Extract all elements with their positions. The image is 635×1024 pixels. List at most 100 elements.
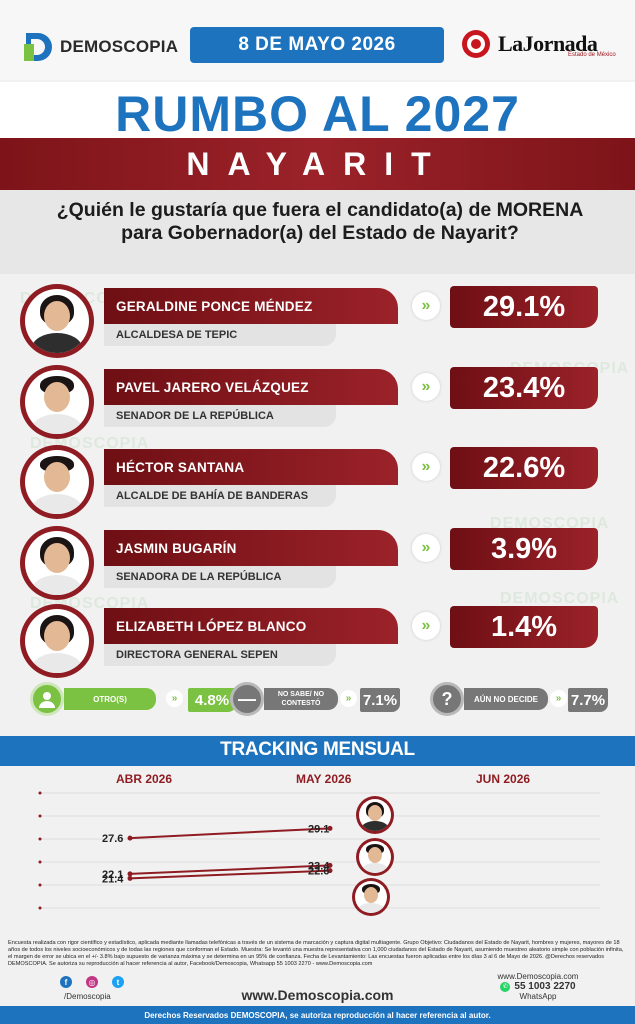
candidate-thumb (352, 878, 390, 916)
candidate-percentage: 23.4% (450, 367, 598, 409)
candidate-percentage: 3.9% (450, 528, 598, 570)
candidate-row: GERALDINE PONCE MÉNDEZ ALCALDESA DE TEPI… (0, 282, 635, 362)
partner-subtitle: Estado de México (568, 52, 616, 58)
lajornada-sun-icon (462, 30, 490, 58)
other-option: ? AÚN NO DECIDE » 7.7% (430, 682, 610, 716)
candidate-photo (20, 445, 94, 519)
user-icon (30, 682, 64, 716)
candidate-name: PAVEL JARERO VELÁZQUEZ (104, 369, 398, 405)
y-tick-mark (38, 860, 42, 864)
partner-name: LaJornada (498, 31, 598, 56)
data-point (127, 871, 133, 877)
chevron-right-icon: » (550, 690, 567, 707)
contact-block: www.Demoscopia.com ✆ 55 1003 2270 WhatsA… (488, 972, 588, 1002)
candidate-role: SENADORA DE LA REPÚBLICA (104, 566, 336, 588)
candidate-photo (20, 284, 94, 358)
candidate-role: ALCALDE DE BAHÍA DE BANDERAS (104, 485, 336, 507)
data-point (127, 875, 133, 881)
website-link[interactable]: www.Demoscopia.com (241, 987, 394, 1003)
option-label: AÚN NO DECIDE (464, 688, 548, 710)
candidate-row: PAVEL JARERO VELÁZQUEZ SENADOR DE LA REP… (0, 363, 635, 443)
other-option: — NO SABE/ NO CONTESTÓ » 7.1% (230, 682, 410, 716)
candidate-name: JASMIN BUGARÍN (104, 530, 398, 566)
chevron-right-icon: » (412, 534, 440, 562)
chevron-right-icon: » (412, 373, 440, 401)
chevron-right-icon: » (412, 612, 440, 640)
demoscopia-logo: DEMOSCOPIA (22, 30, 178, 64)
brand-name: DEMOSCOPIA (60, 37, 179, 56)
watermark: DEMOSCOPIA (490, 515, 610, 532)
survey-question: ¿Quién le gustaría que fuera el candidat… (56, 199, 584, 244)
candidate-photo (20, 604, 94, 678)
candidate-row: JASMIN BUGARÍN SENADORA DE LA REPÚBLICA … (0, 524, 635, 604)
lajornada-logo: LaJornada Estado de México (460, 28, 616, 60)
candidate-percentage: 22.6% (450, 447, 598, 489)
candidate-percentage: 29.1% (450, 286, 598, 328)
data-label: 22.1 (102, 869, 123, 881)
data-label: 23.4 (308, 860, 330, 872)
facebook-icon[interactable]: f (60, 976, 72, 988)
data-point (327, 868, 333, 874)
data-point (327, 825, 333, 831)
watermark: DEMOSCOPIA (500, 590, 620, 607)
state-name: NAYARIT (186, 146, 449, 182)
data-point (327, 862, 333, 868)
date-badge: 8 DE MAYO 2026 (190, 27, 444, 63)
tracking-header (0, 736, 635, 766)
title-card (0, 82, 635, 138)
whatsapp-icon: ✆ (500, 982, 511, 992)
y-tick-mark (38, 814, 42, 818)
series-line (129, 827, 331, 840)
candidate-row: HÉCTOR SANTANA ALCALDE DE BAHÍA DE BANDE… (0, 443, 635, 523)
whatsapp-label: WhatsApp (519, 992, 557, 1001)
candidate-thumb (356, 838, 394, 876)
data-label: 27.6 (102, 833, 123, 845)
page-title: RUMBO AL 2027 (115, 86, 520, 142)
question-card (0, 190, 635, 274)
candidate-role: ALCALDESA DE TEPIC (104, 324, 336, 346)
data-label: 29.1 (308, 823, 329, 835)
tracking-chart: 27.6 29.1 22.1 23.4 21.4 22.6 (38, 791, 600, 910)
x-tick-label: ABR 2026 (116, 772, 173, 786)
chevron-right-icon: » (412, 453, 440, 481)
data-label: 22.6 (308, 866, 329, 878)
candidate-row: ELIZABETH LÓPEZ BLANCO DIRECTORA GENERAL… (0, 602, 635, 682)
candidate-name: ELIZABETH LÓPEZ BLANCO (104, 608, 398, 644)
other-option: OTRO(S) » 4.8% (30, 682, 236, 716)
candidate-photo (20, 365, 94, 439)
social-icons: f ◎ t (60, 976, 124, 988)
option-label: NO SABE/ NO CONTESTÓ (264, 688, 338, 710)
demoscopia-d-icon (22, 30, 56, 64)
tracking-title: TRACKING MENSUAL (220, 739, 415, 760)
social-handle: /Demoscopia (64, 992, 111, 1001)
option-label: OTRO(S) (64, 688, 156, 710)
chevron-right-icon: » (166, 690, 183, 707)
rights-bar: Derechos Reservados DEMOSCOPIA, se autor… (0, 1006, 635, 1024)
option-value: 7.1% (360, 688, 400, 712)
data-point (127, 835, 133, 841)
question-mark-icon: ? (430, 682, 464, 716)
option-value: 7.7% (568, 688, 608, 712)
series-line (129, 864, 331, 875)
twitter-icon[interactable]: t (112, 976, 124, 988)
instagram-icon[interactable]: ◎ (86, 976, 98, 988)
y-tick-mark (38, 791, 42, 795)
website-small[interactable]: www.Demoscopia.com (497, 972, 579, 981)
candidate-name: HÉCTOR SANTANA (104, 449, 398, 485)
phone-number[interactable]: 55 1003 2270 (514, 981, 576, 992)
candidate-photo (20, 526, 94, 600)
candidate-name: GERALDINE PONCE MÉNDEZ (104, 288, 398, 324)
methodology-note: Encuesta realizada con rigor científico … (8, 940, 624, 967)
series-line (129, 869, 331, 880)
option-value: 4.8% (188, 688, 236, 712)
x-tick-label: JUN 2026 (476, 772, 531, 786)
candidate-role: SENADOR DE LA REPÚBLICA (104, 405, 336, 427)
data-label: 21.4 (102, 873, 124, 885)
state-band (0, 138, 635, 190)
x-tick-label: MAY 2026 (296, 772, 352, 786)
y-tick-mark (38, 906, 42, 910)
candidate-percentage: 1.4% (450, 606, 598, 648)
y-tick-mark (38, 883, 42, 887)
chevron-right-icon: » (340, 690, 357, 707)
chevron-right-icon: » (412, 292, 440, 320)
